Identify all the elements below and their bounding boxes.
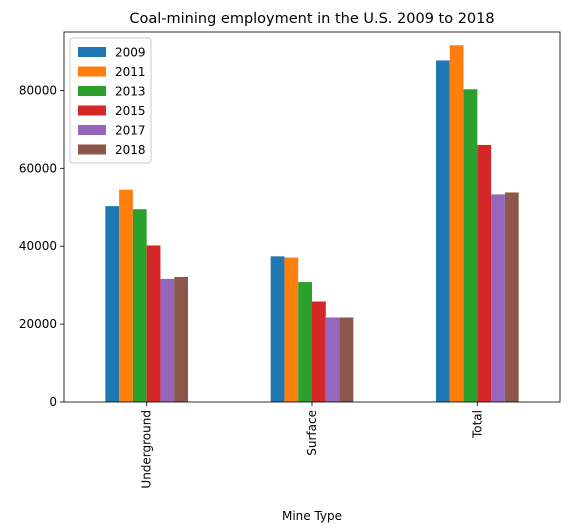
bar-total-2015 (477, 144, 492, 402)
bar-underground-2015 (146, 245, 161, 402)
bar-surface-2018 (339, 317, 354, 402)
legend-swatch-2013 (78, 86, 106, 96)
y-axis-ticks: 0 20000 40000 60000 80000 (19, 83, 64, 409)
bar-surface-2011 (284, 257, 299, 402)
y-tick-label: 80000 (19, 83, 57, 97)
bar-total-2009 (436, 60, 450, 402)
legend-label-2011: 2011 (115, 65, 146, 79)
y-tick-label: 20000 (19, 317, 57, 331)
x-tick-label-underground: Underground (140, 410, 154, 489)
bar-surface-2009 (270, 256, 285, 402)
bar-surface-2013 (298, 282, 312, 402)
bar-total-2017 (491, 194, 505, 402)
bar-surface-2015 (312, 301, 326, 402)
legend-label-2018: 2018 (115, 143, 146, 157)
y-tick-label: 40000 (19, 239, 57, 253)
bar-underground-2013 (132, 209, 147, 402)
legend-label-2009: 2009 (115, 46, 146, 60)
y-tick-label: 60000 (19, 161, 57, 175)
legend-swatch-2009 (78, 47, 106, 57)
legend-swatch-2017 (78, 125, 106, 135)
x-axis-label: Mine Type (282, 509, 342, 523)
bar-total-2013 (463, 89, 478, 403)
bar-underground-2017 (160, 278, 175, 402)
x-tick-label-total: Total (470, 410, 484, 439)
bar-underground-2009 (105, 206, 120, 402)
plot-frame (63, 31, 561, 403)
bar-total-2011 (449, 45, 464, 403)
bar-total-2018 (504, 192, 519, 402)
legend-label-2017: 2017 (115, 124, 146, 138)
legend-label-2015: 2015 (115, 104, 146, 118)
y-tick-label: 0 (49, 395, 57, 409)
bars-layer (105, 45, 519, 403)
x-tick-label-surface: Surface (305, 410, 319, 456)
legend-swatch-2018 (78, 144, 106, 155)
bar-surface-2017 (325, 317, 340, 402)
legend: 2009 2011 2013 2015 2017 2018 (69, 37, 152, 164)
bar-underground-2018 (174, 276, 188, 402)
legend-swatch-2015 (78, 105, 106, 116)
legend-label-2013: 2013 (115, 85, 146, 99)
bar-underground-2011 (119, 189, 133, 402)
chart-title: Coal-mining employment in the U.S. 2009 … (129, 11, 494, 27)
legend-swatch-2011 (78, 66, 106, 77)
x-axis-ticks: Underground Surface Total (140, 402, 484, 489)
